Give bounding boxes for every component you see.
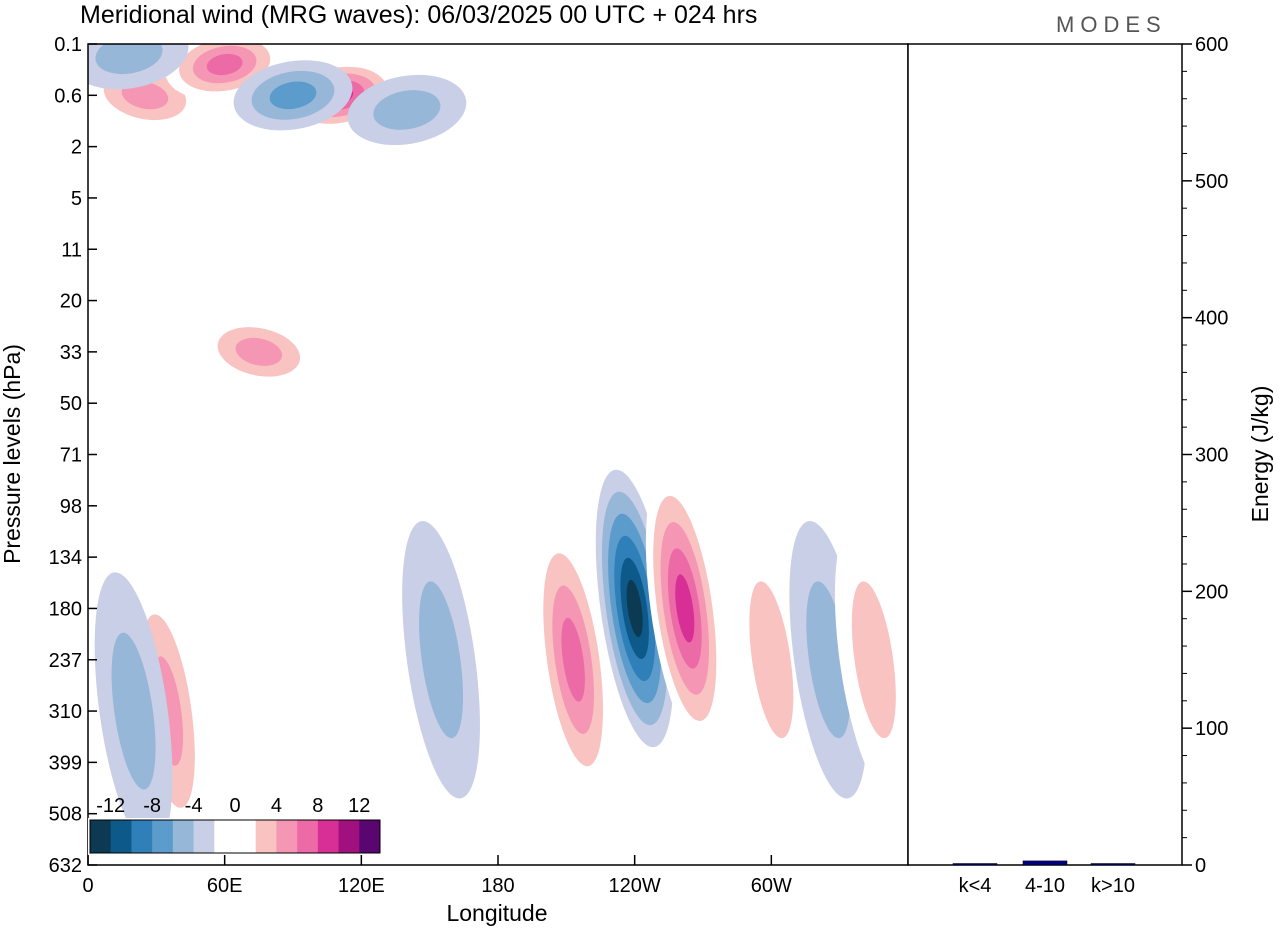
y-axis-label: Pressure levels (hPa) [0,344,25,564]
colorbar-swatch [317,820,340,853]
energy-axis-label: Energy (J/kg) [1247,386,1273,523]
colorbar-swatch [193,820,215,853]
wind-anomaly-contour [111,632,156,790]
wind-anomaly-contour [206,53,243,76]
energy-tick-label: 400 [1195,308,1228,330]
wind-anomaly-contour [269,81,317,110]
colorbar-swatch [152,820,174,853]
colorbar-swatch [338,820,360,853]
energy-bar [1022,860,1068,866]
y-tick-label: 0.1 [54,34,82,56]
wind-anomaly-contour [235,337,283,366]
y-tick-label: 50 [60,393,82,415]
x-axis: 0 60E 120E 180 120W 60W [82,855,792,897]
energy-bar [952,863,998,866]
colorbar-label: -12 [96,795,125,817]
energy-category-label: k>10 [1091,875,1135,897]
x-tick-label: 0 [82,875,93,897]
wind-anomaly-contour [749,581,794,739]
colorbar-swatch [131,820,153,853]
energy-tick-label: 100 [1195,718,1228,740]
energy-tick-label: 300 [1195,445,1228,467]
y-tick-label: 399 [49,752,82,774]
x-tick-label: 60W [751,875,792,897]
y-tick-label: 508 [49,804,82,826]
colorbar-label: 0 [229,795,240,817]
energy-category-label: k<4 [959,875,992,897]
y-tick-label: 632 [49,855,82,877]
wind-anomaly-contour [851,581,896,739]
colorbar-swatch [110,820,132,853]
colorbar-swatch [214,820,236,853]
energy-axis: 0 100 200 300 400 500 600 [1182,34,1228,877]
y-tick-label: 134 [49,547,82,569]
y-tick-label: 98 [60,496,82,518]
energy-tick-label: 0 [1195,855,1206,877]
colorbar-label: 4 [271,795,282,817]
x-tick-label: 120W [609,875,661,897]
colorbar-label: -8 [143,795,161,817]
wind-anomaly-contour [373,90,441,130]
heatmap-field [88,44,908,850]
y-tick-label: 5 [71,188,82,210]
y-tick-label: 33 [60,342,82,364]
energy-tick-label: 200 [1195,581,1228,603]
colorbar-swatch [255,820,277,853]
y-tick-label: 0.6 [54,85,82,107]
colorbar-swatch [90,820,112,853]
wind-anomaly-contour [626,579,643,638]
wind-anomaly-contour [419,581,464,739]
x-axis-label: Longitude [446,900,547,926]
colorbar-swatch [297,820,319,853]
colorbar: -12 -8 -4 0 4 8 12 [88,795,382,855]
y-tick-label: 237 [49,650,82,672]
colorbar-swatch [359,820,381,853]
y-tick-label: 180 [49,598,82,620]
colorbar-swatch [172,820,195,853]
energy-category-label: 4-10 [1025,875,1065,897]
x-tick-label: 60E [207,875,243,897]
y-tick-label: 2 [71,137,82,159]
energy-tick-label: 600 [1195,34,1228,56]
wind-anomaly-contour [675,574,695,643]
colorbar-swatch [276,820,298,853]
wind-anomaly-contour [121,81,169,110]
energy-tick-label: 500 [1195,171,1228,193]
energy-bar [1090,863,1136,866]
y-tick-label: 20 [60,291,82,313]
colorbar-frame [89,819,381,854]
colorbar-swatch [235,820,257,853]
y-axis: 0.1 0.6 2 5 11 20 33 50 71 98 134 180 237 310 399 508 63… [49,34,97,877]
y-tick-label: 71 [60,445,82,467]
y-tick-label: 310 [49,701,82,723]
wind-anomaly-contour [561,617,585,702]
x-tick-label: 120E [338,875,385,897]
colorbar-label: 12 [348,795,370,817]
energy-bars: k<4 4-10 k>10 [952,860,1136,897]
colorbar-label: -4 [185,795,203,817]
chart-title: Meridional wind (MRG waves): 06/03/2025 … [80,1,757,29]
energy-panel-frame [907,43,1183,866]
x-tick-label: 180 [481,875,514,897]
modes-logo: MODES [1056,12,1167,37]
colorbar-label: 8 [312,795,323,817]
y-tick-label: 11 [61,239,82,261]
